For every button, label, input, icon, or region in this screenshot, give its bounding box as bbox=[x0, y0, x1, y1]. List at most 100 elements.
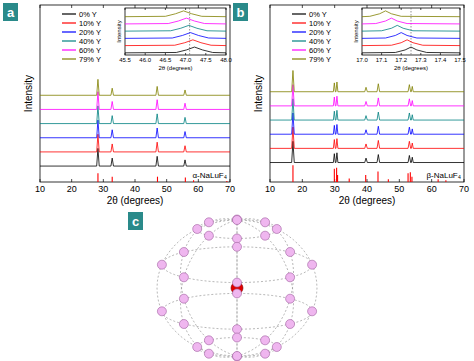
panel: 102030405060702θ (degrees)Intensityaα-Na… bbox=[3, 3, 235, 206]
pattern-line bbox=[270, 70, 464, 91]
x-tick bbox=[166, 179, 167, 182]
pattern-line bbox=[125, 11, 226, 17]
x-tick bbox=[230, 179, 231, 182]
meridian-line bbox=[237, 220, 317, 356]
ligand-atom bbox=[157, 307, 166, 316]
x-tick-top bbox=[362, 8, 363, 10]
ligand-atom bbox=[193, 343, 202, 352]
legend-swatch bbox=[292, 13, 306, 14]
ligand-atom bbox=[179, 320, 188, 329]
ligand-atom bbox=[204, 218, 213, 227]
reference-stick bbox=[411, 177, 412, 182]
x-tick-label: 17.4 bbox=[435, 57, 447, 63]
legend-label: 0% Y bbox=[79, 10, 97, 19]
x-tick bbox=[270, 179, 271, 182]
reference-stick bbox=[377, 171, 378, 182]
ligand-atom bbox=[233, 278, 242, 287]
legend-swatch bbox=[292, 31, 306, 32]
reference-stick bbox=[334, 169, 335, 182]
x-tick-top bbox=[166, 5, 167, 8]
reference-stick bbox=[337, 175, 338, 182]
x-tick-label: 40 bbox=[362, 184, 372, 194]
pattern-line bbox=[270, 127, 464, 148]
ligand-atom bbox=[157, 260, 166, 269]
legend-label: 79% Y bbox=[309, 55, 331, 64]
x-tick-label: 50 bbox=[394, 184, 404, 194]
x-tick-label: 70 bbox=[459, 184, 469, 194]
reference-stick bbox=[365, 175, 366, 182]
figure: 102030405060702θ (degrees)Intensityaα-Na… bbox=[0, 0, 474, 361]
ligand-atom bbox=[308, 307, 317, 316]
pattern-line bbox=[362, 47, 460, 53]
x-tick-label: 30 bbox=[98, 184, 108, 194]
x-tick-top bbox=[420, 8, 421, 10]
x-tick-top bbox=[464, 5, 465, 8]
pattern-line bbox=[40, 92, 230, 110]
pattern-line bbox=[362, 25, 460, 31]
x-tick-label: 10 bbox=[35, 184, 45, 194]
ligand-atom bbox=[233, 242, 242, 251]
ligand-atom bbox=[233, 234, 242, 243]
x-tick-label: 17.1 bbox=[376, 57, 388, 63]
ligand-atom bbox=[233, 352, 242, 361]
reference-stick bbox=[157, 177, 158, 182]
pattern-line bbox=[40, 79, 230, 95]
x-tick-label: 60 bbox=[193, 184, 203, 194]
x-tick-top bbox=[205, 8, 206, 10]
reference-label: α-NaLuF₄ bbox=[192, 171, 227, 180]
x-tick-top bbox=[135, 5, 136, 8]
panel: 17.017.117.217.317.417.52θ (degrees)Inte… bbox=[353, 8, 466, 71]
ligand-atom bbox=[286, 273, 295, 282]
x-tick bbox=[362, 53, 363, 55]
x-tick-label: 60 bbox=[427, 184, 437, 194]
x-tick-label: 17.5 bbox=[454, 57, 466, 63]
reference-stick bbox=[292, 165, 293, 182]
legend-label: 0% Y bbox=[309, 10, 327, 19]
legend-swatch bbox=[62, 49, 76, 50]
data-layer bbox=[362, 8, 460, 55]
panel-label-box bbox=[233, 3, 248, 21]
x-tick-label: 47.5 bbox=[200, 57, 212, 63]
pattern-line bbox=[270, 99, 464, 120]
ligand-atom bbox=[204, 349, 213, 358]
ligand-atom bbox=[179, 248, 188, 257]
x-tick-label: 46.5 bbox=[160, 57, 172, 63]
pattern-line bbox=[362, 33, 460, 39]
x-tick bbox=[367, 179, 368, 182]
x-tick-top bbox=[226, 8, 227, 10]
x-tick-label: 47.0 bbox=[180, 57, 192, 63]
x-tick-top bbox=[367, 5, 368, 8]
pattern-line bbox=[362, 18, 460, 24]
legend-swatch bbox=[62, 58, 76, 59]
x-tick bbox=[165, 53, 166, 55]
reference-line bbox=[189, 8, 190, 55]
reference-stick bbox=[445, 180, 446, 182]
pattern-line bbox=[270, 141, 464, 162]
x-tick-label: 40 bbox=[130, 184, 140, 194]
x-tick bbox=[205, 53, 206, 55]
ligand-atom bbox=[261, 349, 270, 358]
ligand-atom bbox=[179, 273, 188, 282]
x-tick bbox=[464, 179, 465, 182]
panel: 102030405060702θ (degrees)Intensitybβ-Na… bbox=[233, 3, 469, 206]
pattern-line bbox=[125, 33, 226, 39]
pattern-line bbox=[40, 148, 230, 166]
ligand-atom bbox=[233, 289, 242, 298]
pattern-line bbox=[362, 11, 460, 17]
x-tick-label: 30 bbox=[330, 184, 340, 194]
legend-label: 10% Y bbox=[309, 19, 331, 28]
panel: 45.546.046.547.047.548.02θ (degrees)Inte… bbox=[116, 8, 232, 71]
ligand-atom bbox=[261, 218, 270, 227]
legend-swatch bbox=[292, 49, 306, 50]
y-axis-label: Intensity bbox=[253, 75, 264, 112]
x-tick-top bbox=[198, 5, 199, 8]
x-tick bbox=[185, 53, 186, 55]
x-tick-label: 17.2 bbox=[395, 57, 407, 63]
x-tick bbox=[226, 53, 227, 55]
pattern-line bbox=[125, 18, 226, 24]
reference-stick bbox=[410, 172, 411, 182]
ligand-atom bbox=[233, 325, 242, 334]
x-tick-top bbox=[71, 5, 72, 8]
x-tick-label: 17.0 bbox=[356, 57, 368, 63]
x-tick-label: 20 bbox=[297, 184, 307, 194]
